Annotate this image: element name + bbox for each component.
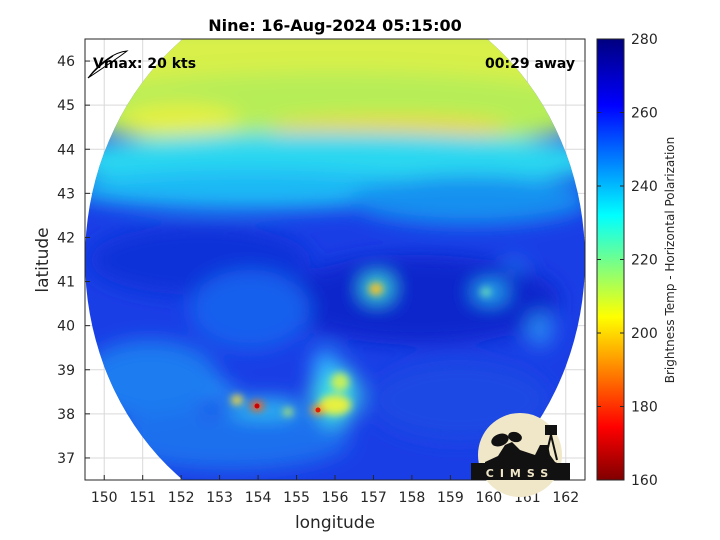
y-tick-label: 40	[57, 319, 75, 335]
x-tick-label: 162	[552, 490, 579, 506]
x-tick-label: 160	[475, 490, 502, 506]
chart-title: Nine: 16-Aug-2024 05:15:00	[208, 16, 462, 35]
y-axis-label: latitude	[33, 227, 53, 292]
x-tick-label: 152	[168, 490, 195, 506]
x-tick-label: 151	[129, 490, 156, 506]
y-tick-label: 43	[57, 186, 75, 202]
x-axis: 150 151 152 153 154 155 156 157 158 159 160 161 162	[91, 475, 579, 506]
colorbar-tick-label: 200	[631, 326, 658, 342]
y-tick-label: 37	[57, 451, 75, 467]
cimss-logo-text: CIMSS	[486, 467, 554, 480]
colorbar-tick-label: 180	[631, 400, 658, 416]
cimss-logo: CIMSS	[471, 413, 570, 497]
y-tick-label: 42	[57, 230, 75, 246]
y-tick-label: 45	[57, 98, 75, 114]
time-offset-annotation: 00:29 away	[485, 56, 575, 72]
x-tick-label: 153	[206, 490, 233, 506]
storm-icon	[87, 50, 129, 79]
y-tick-label: 44	[57, 142, 75, 158]
x-tick-label: 156	[322, 490, 349, 506]
y-tick-label: 39	[57, 363, 75, 379]
colorbar-tick-label: 260	[631, 106, 658, 122]
x-tick-label: 154	[245, 490, 272, 506]
x-tick-label: 155	[283, 490, 310, 506]
colorbar-tick-label: 220	[631, 253, 658, 269]
x-tick-label: 158	[399, 490, 426, 506]
y-axis: 37 38 39 40 41 42 43 44 45 46	[57, 54, 90, 467]
y-tick-label: 46	[57, 54, 75, 70]
colorbar-tick-label: 240	[631, 179, 658, 195]
colorbar-label: Brightness Temp - Horizontal Polarizatio…	[663, 137, 677, 384]
x-tick-label: 159	[437, 490, 464, 506]
x-tick-label: 150	[91, 490, 118, 506]
x-axis-label: longitude	[295, 513, 375, 533]
y-tick-label: 41	[57, 275, 75, 291]
colorbar-tick-label: 280	[631, 32, 658, 48]
colorbar-tick-label: 160	[631, 473, 658, 489]
y-tick-label: 38	[57, 407, 75, 423]
colorbar-gradient	[596, 38, 625, 481]
vmax-annotation: Vmax: 20 kts	[93, 56, 196, 72]
colorbar-ticks: 160 180 200 220 240 260 280	[597, 32, 658, 489]
x-tick-label: 157	[360, 490, 387, 506]
plot-area	[85, 39, 585, 480]
swath-image	[85, 39, 585, 480]
colorbar: 160 180 200 220 240 260 280 Brightness Temp - …	[596, 32, 677, 489]
